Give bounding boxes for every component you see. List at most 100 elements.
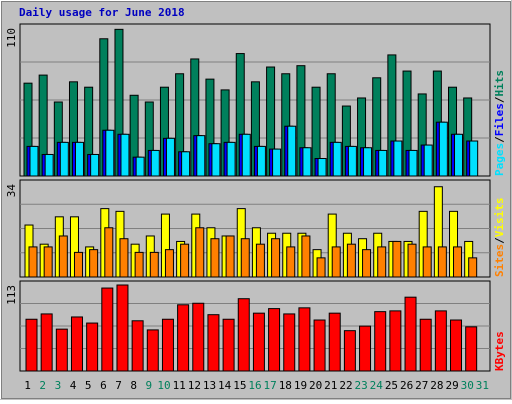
bar [28, 246, 38, 278]
bar [423, 144, 433, 177]
bar [43, 246, 53, 278]
x-tick-label: 15 [233, 379, 246, 392]
legend-entry: Sites [493, 244, 506, 277]
bar [317, 158, 327, 177]
x-tick-label: 22 [339, 379, 352, 392]
bar [196, 135, 206, 177]
legend-separator: / [493, 96, 506, 103]
x-tick-label: 21 [324, 379, 337, 392]
bar [192, 302, 205, 372]
bar [222, 318, 235, 372]
y-tick-label: 110 [5, 28, 18, 48]
bar [120, 133, 130, 177]
x-tick-label: 12 [188, 379, 201, 392]
bar [287, 125, 297, 177]
bar [40, 313, 53, 372]
x-tick-label: 7 [115, 379, 122, 392]
legend-entry: KBytes [493, 331, 506, 371]
x-tick-label: 19 [294, 379, 307, 392]
x-tick-label: 27 [415, 379, 428, 392]
bar [29, 145, 39, 177]
x-tick-label: 13 [203, 379, 216, 392]
x-tick-label: 9 [146, 379, 153, 392]
x-tick-label: 5 [85, 379, 92, 392]
bar [116, 284, 129, 372]
legend-entry: Pages [493, 143, 506, 176]
bar [331, 246, 341, 278]
x-tick-label: 20 [309, 379, 322, 392]
bar [210, 238, 220, 278]
bar [104, 227, 114, 278]
y-tick-label: 34 [5, 184, 18, 198]
chart-title: Daily usage for June 2018 [19, 6, 185, 19]
bar [256, 145, 266, 177]
legend-entry: Files [493, 103, 506, 136]
bar [161, 318, 174, 372]
bar [378, 149, 388, 177]
bar [86, 322, 99, 372]
bar [119, 238, 129, 278]
bar [346, 243, 356, 278]
bar [393, 140, 403, 177]
x-tick-label: 3 [55, 379, 62, 392]
legend-entry: Hits [493, 70, 506, 97]
legend: Sites/Visits [493, 198, 506, 278]
bar [298, 307, 311, 372]
bar [468, 257, 478, 278]
bar [332, 141, 342, 177]
bar [363, 147, 373, 177]
bar [241, 133, 251, 177]
x-tick-label: 1 [24, 379, 31, 392]
x-tick-label: 28 [430, 379, 443, 392]
bar [105, 129, 115, 177]
bar [272, 148, 282, 177]
bar [164, 249, 174, 278]
bar [252, 312, 265, 372]
bar [268, 308, 281, 372]
bar [181, 151, 191, 177]
bar [407, 243, 417, 278]
bar [343, 330, 356, 372]
x-tick-label: 2 [39, 379, 46, 392]
bar [101, 287, 114, 372]
legend-separator: / [493, 237, 506, 244]
bar [437, 246, 447, 278]
bar [135, 156, 145, 177]
bar [225, 235, 235, 278]
bar [392, 240, 402, 278]
bar [134, 251, 144, 278]
legend: KBytes [493, 331, 506, 371]
bar [438, 121, 448, 177]
bar [25, 318, 38, 372]
bar [316, 257, 326, 278]
x-tick-label: 18 [279, 379, 292, 392]
y-tick-label: 113 [5, 285, 18, 305]
bar [58, 235, 68, 278]
bar [146, 329, 159, 372]
bar [359, 325, 372, 372]
bar [419, 318, 432, 372]
x-tick-label: 14 [218, 379, 232, 392]
bar [362, 249, 372, 278]
bar [286, 246, 296, 278]
bar [44, 153, 54, 177]
x-tick-label: 26 [400, 379, 413, 392]
bar [408, 149, 418, 177]
x-tick-label: 8 [130, 379, 137, 392]
x-tick-label: 4 [70, 379, 77, 392]
bar [237, 298, 250, 372]
bar [347, 145, 357, 177]
x-tick-label: 10 [157, 379, 170, 392]
x-tick-label: 16 [248, 379, 261, 392]
bar [450, 319, 463, 372]
bar [73, 251, 83, 278]
bar [165, 137, 175, 177]
x-tick-label: 31 [476, 379, 489, 392]
legend-separator: / [493, 136, 506, 143]
bar [374, 311, 387, 372]
bar [465, 326, 478, 372]
bar [211, 143, 221, 177]
x-tick-label: 23 [355, 379, 368, 392]
